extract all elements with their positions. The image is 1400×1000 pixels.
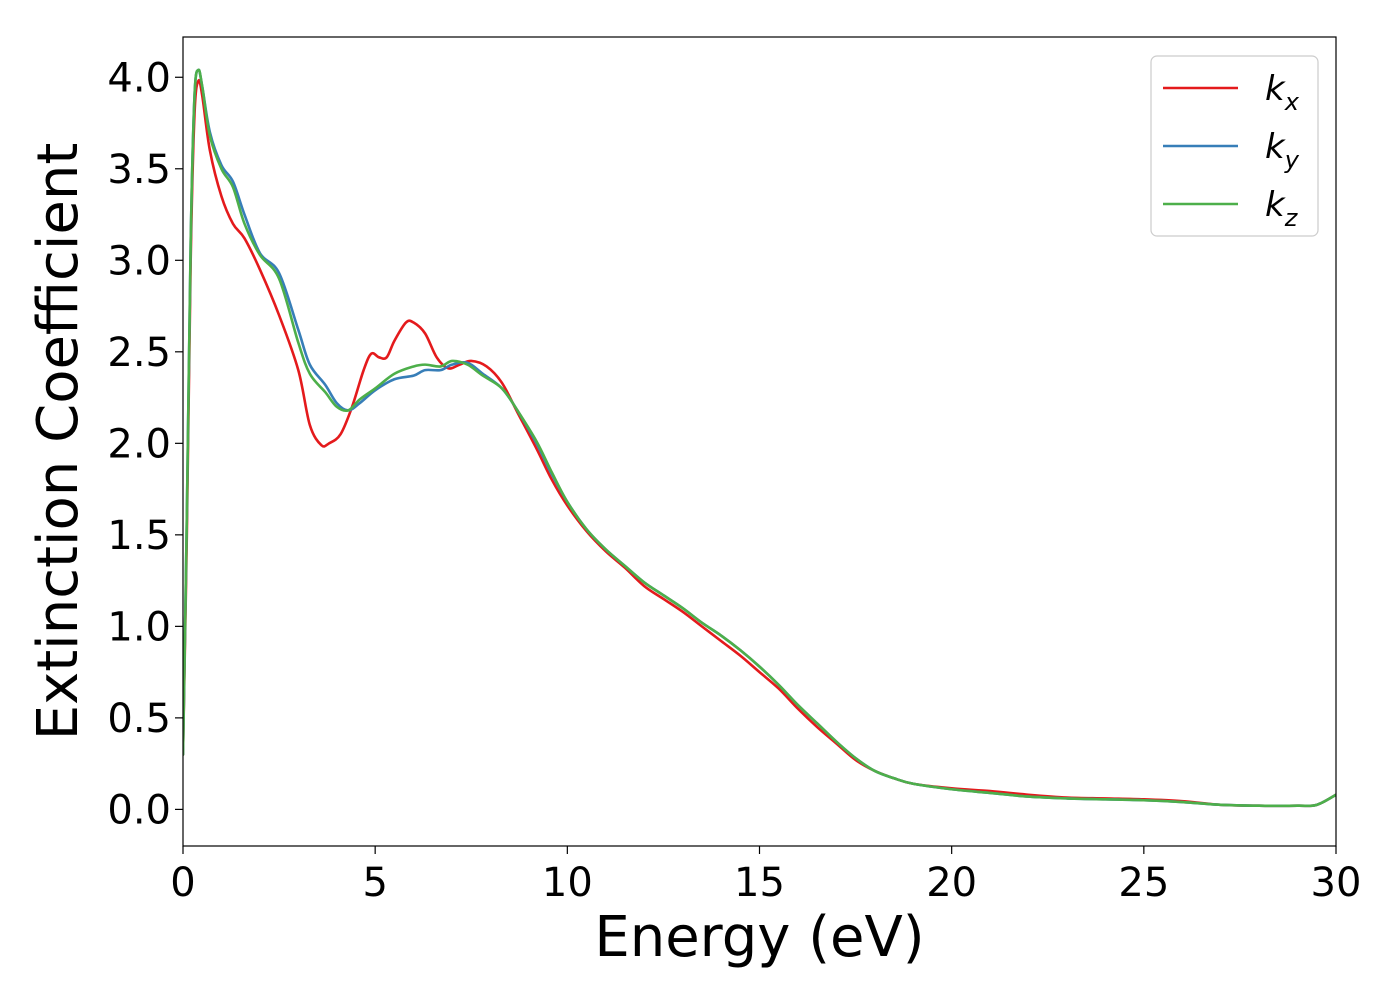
y-tick-label: 3.5 xyxy=(107,147,171,193)
x-tick-label: 20 xyxy=(926,860,977,906)
y-tick-label: 1.5 xyxy=(107,513,171,559)
y-tick-label: 4.0 xyxy=(107,55,171,101)
x-tick-label: 5 xyxy=(362,860,387,906)
axis-ticks: 0 5 10 15 20 25 30 0.0 0.5 1.0 1.5 2.0 2.5 3.0 3.5 4.0 xyxy=(107,55,1361,906)
x-tick-label: 30 xyxy=(1311,860,1362,906)
x-axis-title: Energy (eV) xyxy=(594,905,924,970)
x-tick-label: 25 xyxy=(1118,860,1169,906)
y-tick-label: 3.0 xyxy=(107,238,171,284)
x-tick-label: 10 xyxy=(542,860,593,906)
legend-label-kx: kx xyxy=(1265,69,1300,116)
x-tick-label: 15 xyxy=(734,860,785,906)
legend-label-kz: kz xyxy=(1265,185,1299,232)
y-tick-label: 2.5 xyxy=(107,330,171,376)
legend: kx ky kz xyxy=(1150,55,1319,237)
y-tick-label: 1.0 xyxy=(107,604,171,650)
x-tick-label: 0 xyxy=(170,860,195,906)
plot-frame xyxy=(182,36,1337,847)
y-tick-label: 0.0 xyxy=(107,787,171,833)
y-axis-title: Extinction Coefficient xyxy=(26,143,91,741)
plot-area xyxy=(183,68,1336,808)
series-line-kz xyxy=(183,68,1336,808)
y-tick-label: 0.5 xyxy=(107,696,171,742)
legend-label-ky: ky xyxy=(1265,127,1300,174)
y-tick-label: 2.0 xyxy=(107,421,171,467)
